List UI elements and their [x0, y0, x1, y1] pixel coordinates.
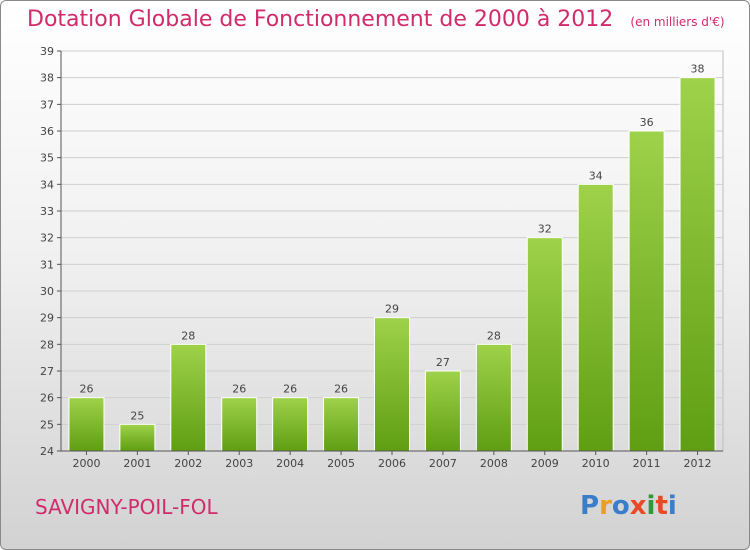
y-tick-label: 38 — [40, 72, 54, 85]
y-tick-label: 25 — [40, 418, 54, 431]
x-tick-label: 2004 — [276, 457, 304, 470]
y-tick-label: 33 — [40, 205, 54, 218]
y-tick-label: 39 — [40, 45, 54, 58]
bar — [424, 370, 461, 452]
bar — [679, 77, 716, 452]
x-tick-label: 2005 — [327, 457, 355, 470]
x-tick-label: 2011 — [633, 457, 661, 470]
bar-value-label: 25 — [130, 409, 144, 422]
logo-letter: i — [646, 491, 656, 521]
y-tick-label: 29 — [40, 312, 54, 325]
x-tick-label: 2008 — [480, 457, 508, 470]
title-row: Dotation Globale de Fonctionnement de 20… — [27, 7, 725, 32]
y-tick-label: 36 — [40, 125, 54, 138]
bar — [68, 397, 105, 452]
logo-letter: P — [580, 491, 600, 521]
bar-value-label: 38 — [691, 63, 705, 76]
bar-value-label: 26 — [334, 383, 348, 396]
bar-value-label: 32 — [538, 223, 552, 236]
x-tick-label: 2000 — [72, 457, 100, 470]
bar — [272, 397, 309, 452]
bar-value-label: 26 — [79, 383, 93, 396]
logo-letter: x — [629, 491, 647, 521]
x-axis: 2000 2001 2002 2003 2004 2005 2006 2007 2008 2009… — [61, 450, 723, 470]
bar — [526, 237, 563, 452]
bar-value-label: 34 — [589, 169, 603, 182]
y-tick-label: 27 — [40, 365, 54, 378]
x-tick-label: 2002 — [174, 457, 202, 470]
bar-value-label: 26 — [232, 383, 246, 396]
y-axis: 24 25 26 27 28 29 30 31 32 33 34 35 36 37 38 39 — [40, 45, 62, 458]
bar-value-label: 29 — [385, 303, 399, 316]
y-tick-label: 34 — [40, 178, 54, 191]
bar — [374, 317, 410, 452]
logo-letter: o — [611, 491, 630, 521]
x-tick-label: 2009 — [531, 457, 559, 470]
bar — [628, 130, 665, 452]
bar-value-label: 26 — [283, 383, 297, 396]
y-tick-label: 31 — [40, 258, 54, 271]
y-tick-label: 28 — [40, 338, 54, 351]
x-tick-label: 2003 — [225, 457, 253, 470]
y-tick-label: 32 — [40, 232, 54, 245]
x-tick-label: 2012 — [684, 457, 712, 470]
x-tick-label: 2007 — [429, 457, 457, 470]
bar — [170, 343, 207, 452]
x-tick-label: 2010 — [582, 457, 610, 470]
y-tick-label: 35 — [40, 152, 54, 165]
logo-letter: r — [599, 491, 612, 521]
bar — [323, 397, 360, 452]
bar — [577, 183, 614, 452]
proxiti-logo: Proxiti — [580, 491, 677, 521]
y-tick-label: 30 — [40, 285, 54, 298]
bar — [119, 423, 156, 452]
y-tick-label: 24 — [40, 445, 54, 458]
bar-value-label: 28 — [487, 329, 501, 342]
bar — [221, 397, 258, 452]
x-tick-label: 2001 — [123, 457, 151, 470]
bar-value-label: 36 — [640, 116, 654, 129]
bars: 26 25 28 26 26 26 29 27 28 32 34 36 38 — [68, 63, 716, 452]
y-tick-label: 26 — [40, 392, 54, 405]
chart-title: Dotation Globale de Fonctionnement de 20… — [27, 7, 614, 32]
commune-name: SAVIGNY-POIL-FOL — [35, 495, 218, 519]
y-tick-label: 37 — [40, 98, 54, 111]
bar-value-label: 28 — [181, 329, 195, 342]
bar — [475, 343, 512, 452]
x-tick-label: 2006 — [378, 457, 406, 470]
logo-letter: t — [655, 491, 668, 521]
chart-unit: (en milliers d'€) — [630, 15, 725, 29]
bar-value-label: 27 — [436, 356, 450, 369]
logo-letter: i — [667, 491, 677, 521]
